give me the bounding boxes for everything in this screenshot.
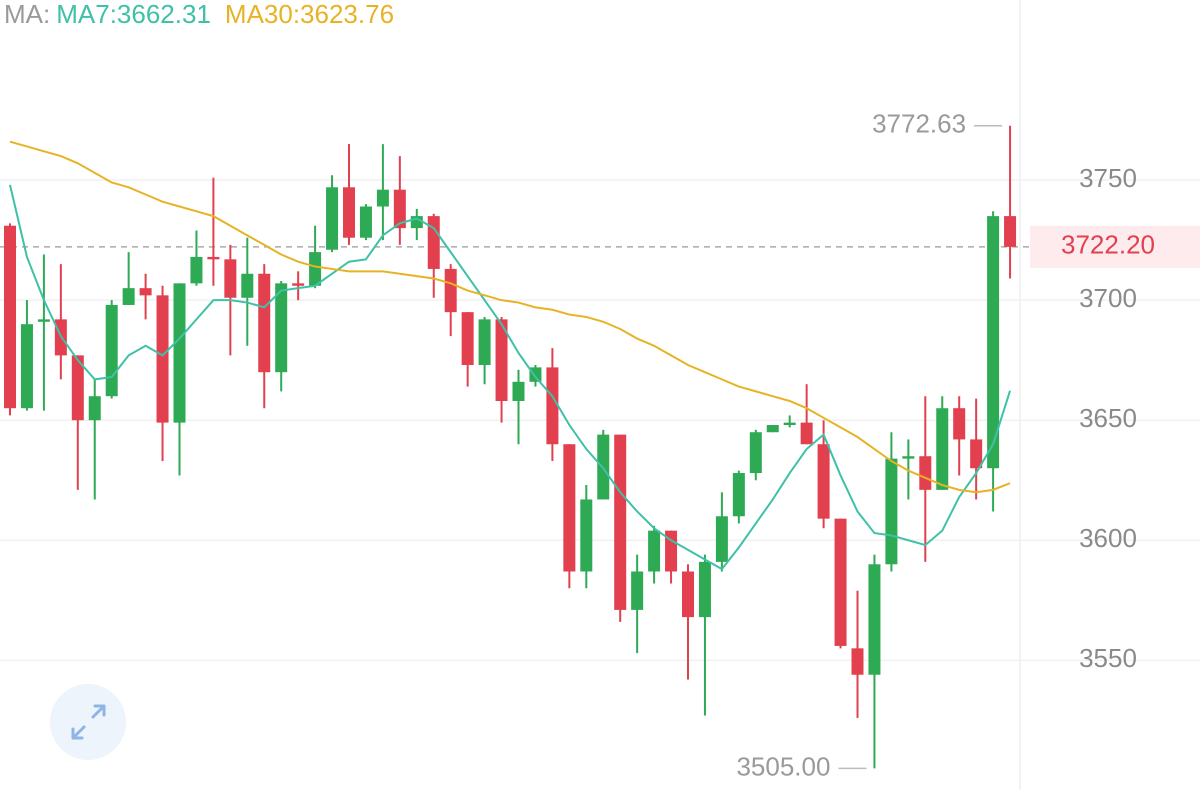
candle-body (953, 408, 966, 440)
candle-body (190, 256, 203, 284)
candle-body (580, 499, 593, 572)
candle-body (749, 432, 762, 474)
candle-body (207, 256, 220, 260)
candle-body (783, 422, 796, 426)
candle-body (546, 367, 559, 445)
candle-body (359, 206, 372, 238)
candle-body (715, 516, 728, 562)
last-price-label: 3722.20 (1061, 230, 1155, 260)
candle-body (139, 288, 152, 296)
candle-body (631, 571, 644, 610)
y-tick-label: 3550 (1079, 643, 1137, 673)
candle-body (834, 518, 847, 646)
candle-body (682, 571, 694, 618)
legend-prefix: MA: (4, 0, 50, 29)
candle-body (563, 444, 576, 572)
labels: 3550 3600 3650 3700 3750 3722.20 3772.63 3505.0… (736, 109, 1200, 781)
candle-body (970, 439, 983, 469)
candle-body (800, 422, 813, 445)
candle-body (987, 216, 1000, 469)
candle-body (156, 295, 169, 423)
y-tick-label: 3650 (1079, 403, 1137, 433)
candle-body (919, 456, 932, 490)
expand-button-bg[interactable] (50, 684, 126, 760)
candle-body (173, 283, 186, 423)
candle-body (851, 648, 864, 675)
expand-button[interactable] (50, 684, 126, 760)
candle-body (732, 473, 745, 517)
candle-body (309, 252, 322, 286)
min-label: 3505.00 (736, 751, 830, 781)
ma-line (9, 140, 1011, 494)
candle-body (648, 530, 661, 572)
candle-body (698, 561, 711, 618)
expand-icon[interactable] (71, 704, 106, 740)
candle-body (343, 187, 355, 238)
candle-body (122, 288, 135, 305)
candle-body (71, 355, 84, 421)
ma-line (9, 184, 1012, 571)
candle-body (478, 319, 491, 365)
candle-body (868, 564, 881, 675)
candle-body (393, 189, 406, 229)
candle-body (275, 283, 288, 373)
candle-body (902, 456, 915, 459)
legend-entry: MA30:3623.76 (225, 0, 394, 29)
candle-body (37, 319, 50, 322)
candle-body (614, 434, 627, 610)
legend: MA: MA7:3662.31 MA30:3623.76 (4, 0, 394, 29)
candle-body (241, 273, 254, 298)
candle-body (88, 396, 101, 421)
candle-body (461, 312, 474, 365)
candle-body (258, 273, 271, 373)
candle-body (817, 444, 830, 519)
candle-body (885, 458, 898, 565)
marks (4, 125, 1017, 769)
candle-body (495, 319, 508, 402)
candle-body (529, 367, 542, 382)
candle-body (326, 187, 339, 250)
y-tick-label: 3600 (1079, 523, 1137, 553)
grid (0, 179, 1200, 662)
candle-body (766, 425, 779, 433)
y-tick-label: 3700 (1079, 283, 1137, 313)
candle-body (1004, 216, 1017, 247)
y-tick-label: 3750 (1079, 163, 1137, 193)
candle-body (512, 381, 525, 402)
candle-body (20, 324, 33, 409)
candle-body (4, 225, 16, 409)
candle-body (224, 259, 237, 298)
candle-body (427, 216, 440, 269)
last-price-box (1030, 225, 1200, 268)
candle-body (376, 189, 389, 207)
candle-body (444, 268, 457, 313)
max-label: 3772.63 (872, 109, 966, 139)
candle-body (292, 283, 305, 286)
legend-entry: MA7:3662.31 (56, 0, 211, 29)
candle-body (105, 304, 118, 397)
candle-body (936, 408, 949, 490)
